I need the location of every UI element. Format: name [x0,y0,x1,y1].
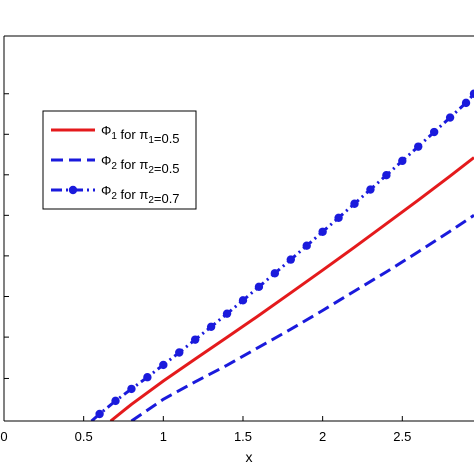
series-3-point [350,199,359,208]
series-3-point [238,296,248,305]
series-3-point [206,322,216,331]
series-3-point [414,142,423,151]
series-3-point [95,409,104,419]
series-line-2 [130,214,474,421]
series-3-point [429,127,439,137]
series-3-point [318,227,327,236]
series-layer [90,89,474,421]
series-3-point [175,348,184,357]
series-3-point [270,269,280,278]
legend-label-2: Φ2 for π2=0.5 [101,153,180,176]
x-tick-label: 1 [160,429,167,444]
x-tick-label: 0.5 [75,429,93,444]
x-tick-label: 2 [319,429,326,444]
series-line-1 [109,156,474,421]
series-3-point [445,113,455,122]
series-3-point [382,171,391,180]
series-3-point [190,335,200,344]
plot-area [4,36,474,421]
axes-layer [3,35,474,422]
series-3-point [302,241,311,250]
legend-label-1: Φ1 for π1=0.5 [101,123,180,146]
x-tick-label: 2.5 [393,429,411,444]
x-axis-label: x [246,449,253,465]
series-3-point [286,255,295,264]
legend-label-3: Φ2 for π2=0.7 [101,183,180,206]
series-3-point [469,89,474,98]
series-3-point [254,282,264,292]
series-3-point [366,185,375,194]
x-tick-label: 0 [0,429,7,444]
series-3-point [222,309,232,318]
series-3-point [334,213,343,222]
series-3-point [159,360,168,370]
x-tick-label: 1.5 [234,429,252,444]
series-3-point [111,396,120,406]
series-3-point [143,373,152,382]
x-ticks: 0 0.5 1 1.5 2 2.5 [0,416,411,444]
plot-background [4,36,474,421]
series-3-point [398,156,407,166]
series-3-point [127,384,136,394]
legend: Φ1 for π1=0.5 Φ2 for π2=0.5 Φ2 for π2=0.7 [42,110,197,210]
legend-marker [68,185,78,195]
series-3-point [461,98,471,108]
y-ticks [4,93,9,422]
legend-box [42,110,197,210]
